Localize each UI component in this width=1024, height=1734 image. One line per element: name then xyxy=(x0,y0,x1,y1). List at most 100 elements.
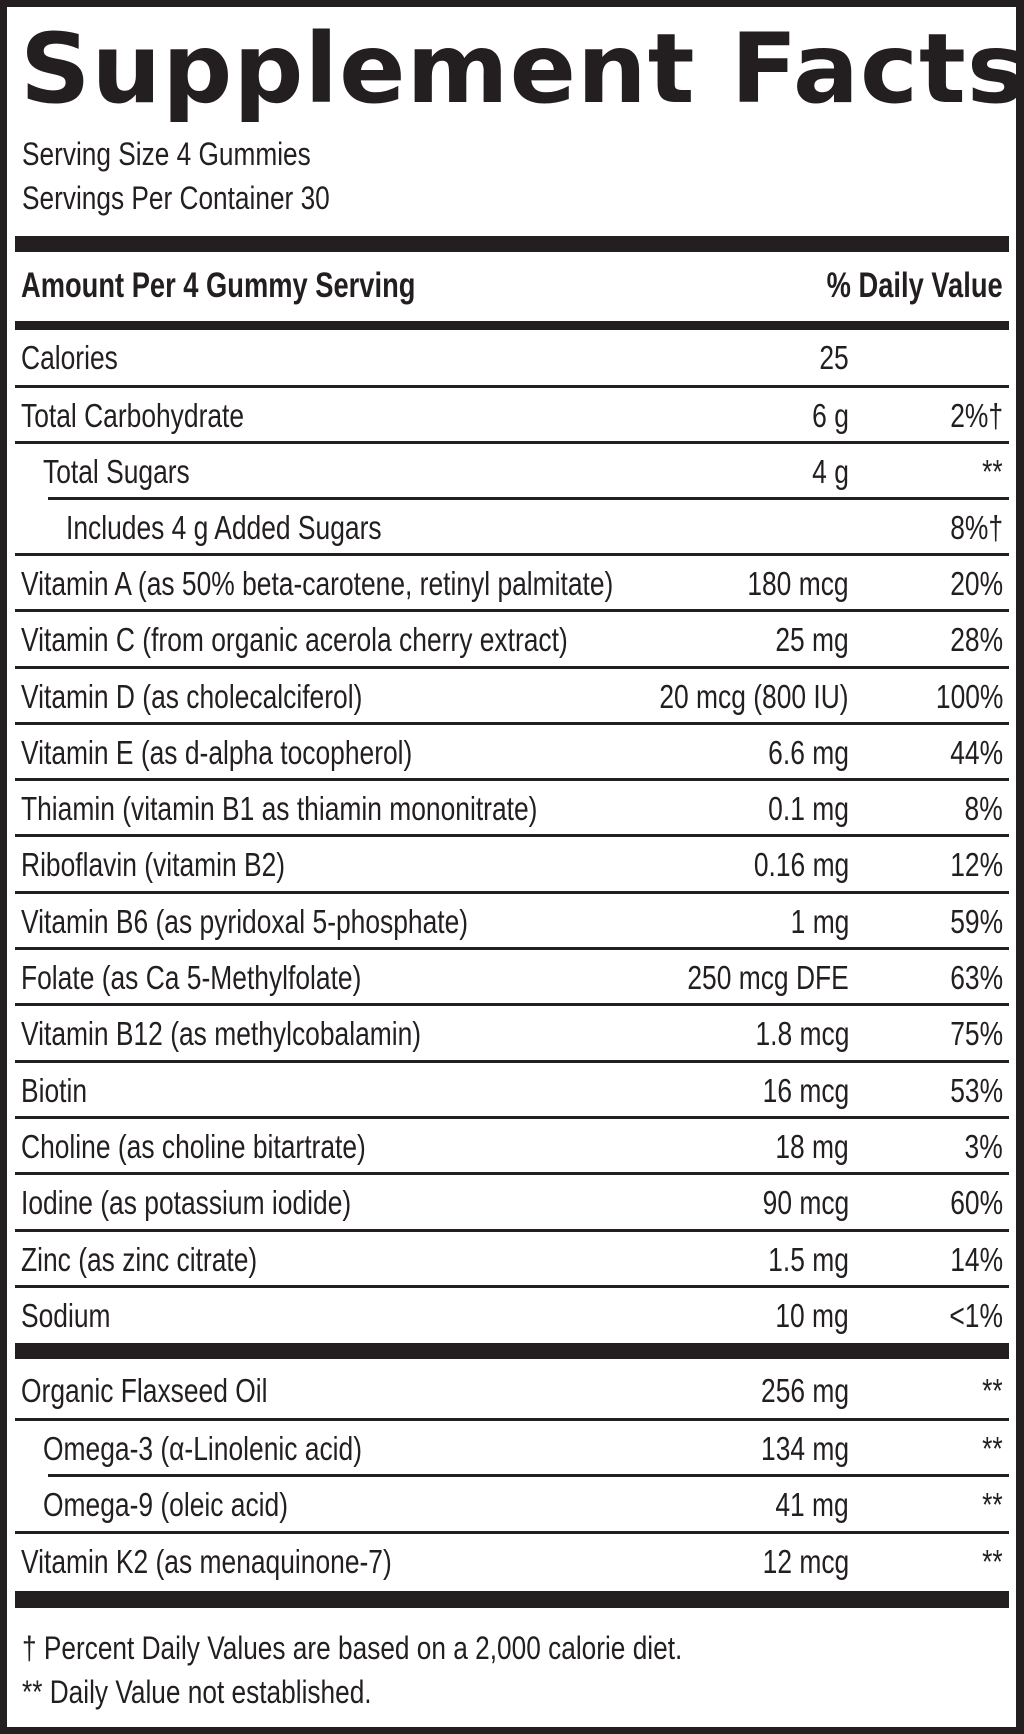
table-row: Total Sugars 4 g ** xyxy=(15,444,1009,500)
table-row: Organic Flaxseed Oil 256 mg ** xyxy=(15,1363,1009,1419)
nutrient-name: Zinc (as zinc citrate) xyxy=(21,1241,258,1278)
nutrient-dv: 53% xyxy=(950,1072,1003,1109)
row-divider xyxy=(15,1003,1009,1006)
footnote-dagger: † Percent Daily Values are based on a 2,… xyxy=(22,1630,683,1666)
nutrient-dv: 2%† xyxy=(950,397,1003,434)
nutrient-amount: 18 mg xyxy=(775,1128,849,1165)
nutrient-amount: 250 mcg DFE xyxy=(687,959,849,996)
thick-divider xyxy=(15,1591,1009,1608)
nutrient-name: Vitamin D (as cholecalciferol) xyxy=(21,678,363,715)
table-row: Vitamin B12 (as methylcobalamin) 1.8 mcg… xyxy=(15,1006,1009,1062)
nutrient-name: Total Sugars xyxy=(43,453,190,490)
table-row: Choline (as choline bitartrate) 18 mg 3% xyxy=(15,1119,1009,1175)
row-divider xyxy=(15,1229,1009,1232)
daily-value-label: % Daily Value xyxy=(826,266,1003,305)
row-divider xyxy=(15,385,1009,388)
row-divider xyxy=(15,441,1009,444)
ingredient-dv: ** xyxy=(982,1543,1003,1580)
nutrient-name: Folate (as Ca 5-Methylfolate) xyxy=(21,959,362,996)
nutrient-name: Vitamin B12 (as methylcobalamin) xyxy=(21,1015,422,1052)
table-row: Calories 25 xyxy=(15,330,1009,386)
ingredient-dv: ** xyxy=(982,1430,1003,1467)
table-row: Thiamin (vitamin B1 as thiamin mononitra… xyxy=(15,781,1009,837)
nutrient-name: Vitamin A (as 50% beta-carotene, retinyl… xyxy=(21,565,614,602)
row-divider xyxy=(15,1060,1009,1063)
table-row: Vitamin E (as d-alpha tocopherol) 6.6 mg… xyxy=(15,725,1009,781)
nutrient-name: Vitamin B6 (as pyridoxal 5-phosphate) xyxy=(21,903,469,940)
nutrient-dv: 3% xyxy=(964,1128,1003,1165)
table-row: Biotin 16 mcg 53% xyxy=(15,1063,1009,1119)
nutrient-amount: 6.6 mg xyxy=(768,734,849,771)
nutrient-dv: 59% xyxy=(950,903,1003,940)
nutrient-dv: 14% xyxy=(950,1241,1003,1278)
serving-size: Serving Size 4 Gummies xyxy=(22,136,311,172)
nutrient-dv: 44% xyxy=(950,734,1003,771)
nutrient-amount: 25 mg xyxy=(775,621,849,658)
nutrient-dv: 8%† xyxy=(950,509,1003,546)
row-divider xyxy=(15,1531,1009,1534)
nutrient-name: Riboflavin (vitamin B2) xyxy=(21,846,286,883)
page-title: Supplement Facts xyxy=(20,13,1024,125)
row-divider xyxy=(15,891,1009,894)
nutrient-amount: 1 mg xyxy=(790,903,849,940)
table-row: Folate (as Ca 5-Methylfolate) 250 mcg DF… xyxy=(15,950,1009,1006)
nutrient-name: Choline (as choline bitartrate) xyxy=(21,1128,366,1165)
row-divider xyxy=(15,666,1009,669)
nutrient-amount: 4 g xyxy=(812,453,849,490)
table-row: Total Carbohydrate 6 g 2%† xyxy=(15,388,1009,444)
nutrient-name: Thiamin (vitamin B1 as thiamin mononitra… xyxy=(21,790,538,827)
row-divider xyxy=(15,834,1009,837)
table-row: Vitamin D (as cholecalciferol) 20 mcg (8… xyxy=(15,669,1009,725)
servings-per-container: Servings Per Container 30 xyxy=(22,180,330,216)
table-row: Vitamin B6 (as pyridoxal 5-phosphate) 1 … xyxy=(15,894,1009,950)
nutrient-dv: 28% xyxy=(950,621,1003,658)
nutrient-amount: 1.5 mg xyxy=(768,1241,849,1278)
thick-divider xyxy=(15,236,1009,252)
nutrient-amount: 1.8 mcg xyxy=(755,1015,849,1052)
row-divider xyxy=(15,722,1009,725)
row-divider xyxy=(15,1418,1009,1421)
nutrient-name: Vitamin E (as d-alpha tocopherol) xyxy=(21,734,413,771)
nutrient-name: Total Carbohydrate xyxy=(21,397,245,434)
amount-per-serving-label: Amount Per 4 Gummy Serving xyxy=(21,266,416,305)
nutrient-dv: 60% xyxy=(950,1184,1003,1221)
footnote-double-star: ** Daily Value not established. xyxy=(22,1674,372,1710)
nutrient-dv: 100% xyxy=(935,678,1003,715)
nutrient-dv: 75% xyxy=(950,1015,1003,1052)
nutrient-name: Iodine (as potassium iodide) xyxy=(21,1184,352,1221)
row-divider xyxy=(15,1285,1009,1288)
table-row: Sodium 10 mg <1% xyxy=(15,1288,1009,1344)
nutrient-amount: 6 g xyxy=(812,397,849,434)
nutrient-amount: 0.16 mg xyxy=(753,846,849,883)
nutrient-dv: 63% xyxy=(950,959,1003,996)
table-row: Riboflavin (vitamin B2) 0.16 mg 12% xyxy=(15,837,1009,893)
nutrient-amount: 16 mcg xyxy=(762,1072,849,1109)
ingredient-dv: ** xyxy=(982,1372,1003,1409)
medium-divider xyxy=(15,321,1009,330)
row-divider-indented xyxy=(48,497,1009,500)
ingredient-name: Omega-3 (α-Linolenic acid) xyxy=(43,1430,362,1467)
nutrient-amount: 0.1 mg xyxy=(768,790,849,827)
ingredient-amount: 41 mg xyxy=(775,1486,849,1523)
ingredient-name: Organic Flaxseed Oil xyxy=(21,1372,268,1409)
nutrient-dv: <1% xyxy=(949,1297,1003,1334)
nutrient-amount: 20 mcg (800 IU) xyxy=(659,678,849,715)
nutrient-amount: 25 xyxy=(819,339,849,376)
nutrient-name: Biotin xyxy=(21,1072,88,1109)
ingredient-amount: 256 mg xyxy=(760,1372,849,1409)
row-divider xyxy=(15,553,1009,556)
nutrient-amount: 180 mcg xyxy=(747,565,849,602)
ingredient-amount: 134 mg xyxy=(760,1430,849,1467)
row-divider xyxy=(15,1116,1009,1119)
row-divider xyxy=(15,609,1009,612)
ingredient-dv: ** xyxy=(982,1486,1003,1523)
ingredient-name: Vitamin K2 (as menaquinone-7) xyxy=(21,1543,392,1580)
row-divider xyxy=(15,778,1009,781)
nutrient-name: Vitamin C (from organic acerola cherry e… xyxy=(21,621,568,658)
row-divider-indented xyxy=(48,1474,1009,1477)
nutrient-name: Sodium xyxy=(21,1297,111,1334)
ingredient-name: Omega-9 (oleic acid) xyxy=(43,1486,289,1523)
row-divider xyxy=(15,1172,1009,1175)
nutrient-amount: 90 mcg xyxy=(762,1184,849,1221)
